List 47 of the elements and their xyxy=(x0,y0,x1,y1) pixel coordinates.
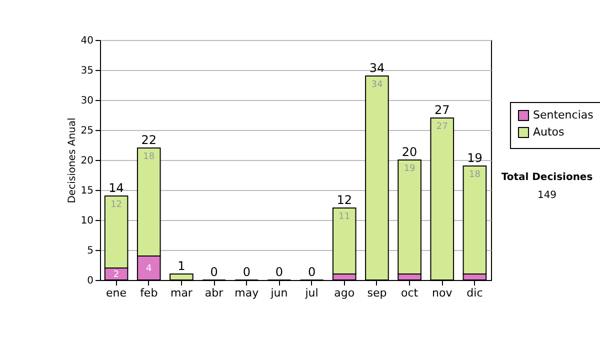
data-label: 11 xyxy=(338,212,350,222)
x-tick-label: mar xyxy=(170,286,193,300)
total-label: 12 xyxy=(336,193,352,207)
total-label: 19 xyxy=(467,151,482,165)
data-label: 4 xyxy=(146,264,152,274)
y-axis-title: Decisiones Anual xyxy=(66,118,78,204)
total-label: 1 xyxy=(178,259,186,273)
x-tick-label: nov xyxy=(432,286,453,300)
x-tick-label: ago xyxy=(334,286,355,300)
total-label: 0 xyxy=(275,265,284,279)
y-tick-label: 25 xyxy=(80,126,94,136)
y-tick-label: 20 xyxy=(80,156,94,166)
total-label: 0 xyxy=(210,265,218,279)
total-label: 14 xyxy=(108,181,124,195)
total-label: 0 xyxy=(242,265,250,279)
data-label: 19 xyxy=(404,164,416,174)
x-tick-label: oct xyxy=(400,286,419,300)
x-tick-label: feb xyxy=(140,286,158,300)
total-label: 34 xyxy=(369,61,385,75)
y-tick-label: 40 xyxy=(80,36,94,46)
x-tick-label: abr xyxy=(204,286,224,300)
x-tick-label: ene xyxy=(106,286,127,300)
y-tick-label: 30 xyxy=(80,96,94,106)
data-label: 18 xyxy=(468,170,481,180)
y-tick-label: 0 xyxy=(87,276,94,286)
y-tick-label: 5 xyxy=(87,246,94,256)
data-label: 2 xyxy=(113,270,120,280)
data-label: 27 xyxy=(436,122,448,132)
x-tick-label: jul xyxy=(304,286,318,300)
x-tick-label: jun xyxy=(270,286,288,300)
total-label: 22 xyxy=(141,133,157,147)
data-label: 12 xyxy=(110,200,122,210)
text: Total Decisiones xyxy=(500,172,594,183)
legend-label: Sentencias xyxy=(533,108,594,122)
data-label: 34 xyxy=(371,80,383,90)
total-label: 20 xyxy=(402,145,418,159)
y-tick-label: 15 xyxy=(80,186,94,196)
data-label: 18 xyxy=(143,152,155,162)
y-tick-label: 35 xyxy=(80,66,94,76)
x-tick-label: sep xyxy=(367,286,387,300)
legend-label: Autos xyxy=(533,126,565,138)
y-tick-label: 10 xyxy=(80,216,94,226)
x-tick-label: may xyxy=(234,286,260,300)
x-tick-label: dic xyxy=(466,286,483,300)
total-label: 0 xyxy=(308,265,316,279)
text: 149 xyxy=(536,190,558,201)
total-label: 27 xyxy=(434,103,450,117)
